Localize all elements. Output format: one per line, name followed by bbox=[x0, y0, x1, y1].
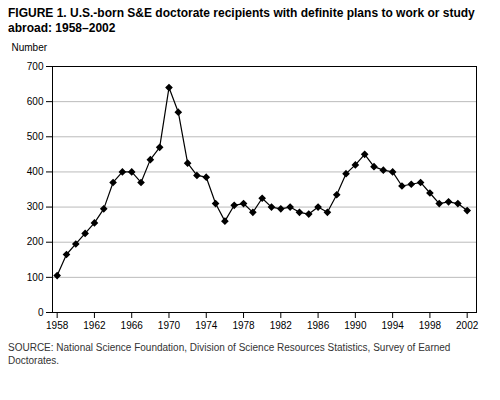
svg-text:1982: 1982 bbox=[270, 320, 293, 331]
svg-text:200: 200 bbox=[27, 236, 44, 247]
svg-text:600: 600 bbox=[27, 96, 44, 107]
svg-text:2002: 2002 bbox=[456, 320, 479, 331]
html-text:FIGURE 1. U.S.-born S&E doctor: FIGURE 1. U.S.-born S&E doctorate recipi… bbox=[8, 6, 475, 35]
svg-text:1970: 1970 bbox=[158, 320, 181, 331]
svg-text:1998: 1998 bbox=[419, 320, 442, 331]
svg-text:Number: Number bbox=[12, 42, 48, 53]
svg-text:400: 400 bbox=[27, 166, 44, 177]
svg-text:500: 500 bbox=[27, 131, 44, 142]
svg-text:700: 700 bbox=[27, 61, 44, 72]
svg-text:1994: 1994 bbox=[382, 320, 405, 331]
svg-text:1990: 1990 bbox=[344, 320, 367, 331]
svg-text:100: 100 bbox=[27, 272, 44, 283]
svg-text:1962: 1962 bbox=[83, 320, 106, 331]
svg-text:1974: 1974 bbox=[195, 320, 218, 331]
svg-text:1986: 1986 bbox=[307, 320, 330, 331]
svg-text:1978: 1978 bbox=[232, 320, 255, 331]
svg-text:1958: 1958 bbox=[46, 320, 69, 331]
svg-text:0: 0 bbox=[38, 307, 44, 318]
html-text:SOURCE: National Science Found: SOURCE: National Science Foundation, Div… bbox=[8, 342, 451, 366]
svg-text:1966: 1966 bbox=[121, 320, 144, 331]
svg-text:300: 300 bbox=[27, 201, 44, 212]
